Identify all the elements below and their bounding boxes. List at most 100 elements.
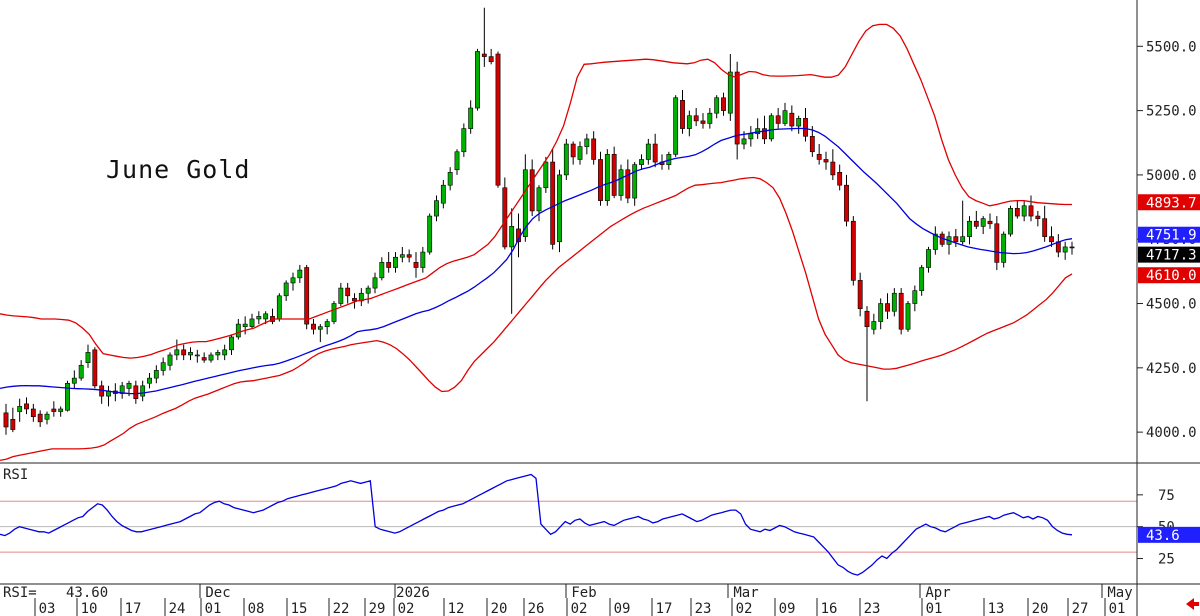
candle-body (830, 161, 836, 176)
candle-body (823, 159, 829, 163)
candle-body (297, 269, 303, 279)
candle-body (816, 154, 822, 160)
candle-body (584, 138, 590, 147)
sma-tag-text: 4751.9 (1146, 228, 1197, 244)
candle-body (611, 154, 617, 196)
candle-body (317, 326, 323, 330)
candle-body (345, 287, 351, 297)
candle-body (604, 154, 610, 201)
candle-body (591, 138, 597, 160)
scroll-left-arrow-icon (1186, 598, 1199, 610)
x-day-label: 02 (736, 601, 753, 616)
candle-body (932, 233, 938, 250)
candle-body (693, 115, 699, 122)
candle-body (440, 184, 446, 204)
candle-body (181, 349, 187, 356)
candle-body (153, 370, 159, 379)
candle-body (413, 262, 419, 268)
candle-body (44, 413, 50, 420)
candle-body (468, 107, 474, 129)
x-day-label: 22 (333, 601, 350, 616)
x-day-label: 02 (571, 601, 588, 616)
lower-band-tag-box (1138, 267, 1200, 284)
candle-body (495, 53, 501, 186)
candle-body (502, 187, 508, 248)
candle-body (755, 128, 761, 135)
candle-body (37, 413, 43, 423)
candle-body (543, 161, 549, 189)
candle-body (639, 159, 644, 165)
rsi-value-tag: 43.6 (1138, 526, 1200, 544)
x-day-label: 13 (988, 601, 1005, 616)
candle-body (598, 159, 603, 201)
candle-body (1008, 208, 1013, 235)
candle-body (263, 313, 269, 320)
x-day-label: 16 (821, 601, 838, 616)
rsi-panel: 25507543.6 (0, 473, 1200, 576)
candle-body (898, 292, 904, 330)
chart-title: June Gold (106, 155, 250, 184)
candle-body (488, 56, 494, 63)
candle-body (796, 118, 802, 127)
candle-body (17, 406, 23, 412)
candle-body (536, 187, 542, 212)
last-price-tag: 4717.3 (1138, 246, 1200, 264)
candle-body (645, 143, 651, 160)
rsi-ytick-label: 75 (1158, 488, 1175, 504)
x-month-label: May (1107, 585, 1132, 601)
candle-body (434, 200, 439, 217)
candle-body (973, 220, 979, 227)
candle-body (857, 280, 863, 309)
candle-body (229, 336, 234, 351)
price-panel: 4000.04250.04500.04750.05000.05250.05500… (0, 7, 1200, 462)
candle-body (919, 267, 925, 291)
candle-body (92, 349, 98, 387)
candle-body (194, 354, 200, 357)
x-day-label: 23 (864, 601, 881, 616)
price-ytick-label: 4500.0 (1146, 297, 1197, 313)
lower-band-tag: 4610.0 (1138, 267, 1200, 284)
candle-body (878, 303, 884, 322)
candle-body (30, 408, 36, 418)
candle-body (1014, 208, 1020, 217)
candle-body (358, 292, 364, 302)
candle-body (563, 143, 569, 176)
candle-body (475, 51, 480, 109)
candle-body (864, 310, 870, 327)
bollinger-lower-line (0, 176, 1073, 462)
candle-body (399, 254, 405, 258)
x-day-label: 15 (291, 601, 308, 616)
x-day-label: 20 (1032, 601, 1049, 616)
candle-body (905, 303, 911, 330)
x-month-label: 2026 (396, 585, 430, 601)
candle-body (1028, 205, 1034, 217)
x-month-label: Feb (571, 585, 596, 601)
x-day-label: 23 (695, 601, 712, 616)
candle-body (235, 323, 241, 338)
candle-body (65, 382, 70, 411)
candle-body (304, 267, 310, 325)
x-day-label: 29 (369, 601, 386, 616)
candle-body (700, 120, 706, 124)
candle-body (768, 115, 774, 140)
candle-body (926, 249, 931, 268)
candle-body (721, 97, 726, 111)
candle-body (71, 377, 77, 384)
candle-body (352, 298, 357, 302)
candle-body (174, 349, 180, 356)
candle-body (242, 323, 248, 327)
candle-body (550, 161, 556, 245)
candle-body (481, 53, 487, 57)
candle-body (762, 128, 767, 140)
candle-body (871, 321, 877, 330)
x-day-label: 08 (248, 601, 265, 616)
candle-body (748, 133, 754, 140)
candle-body (1069, 246, 1075, 249)
candle-body (994, 223, 1000, 263)
candle-body (119, 385, 125, 394)
x-month-label: Dec (205, 585, 230, 601)
candle-body (133, 385, 139, 399)
candle-body (891, 292, 897, 312)
x-month-label: Mar (733, 585, 758, 601)
candle-body (10, 418, 16, 430)
